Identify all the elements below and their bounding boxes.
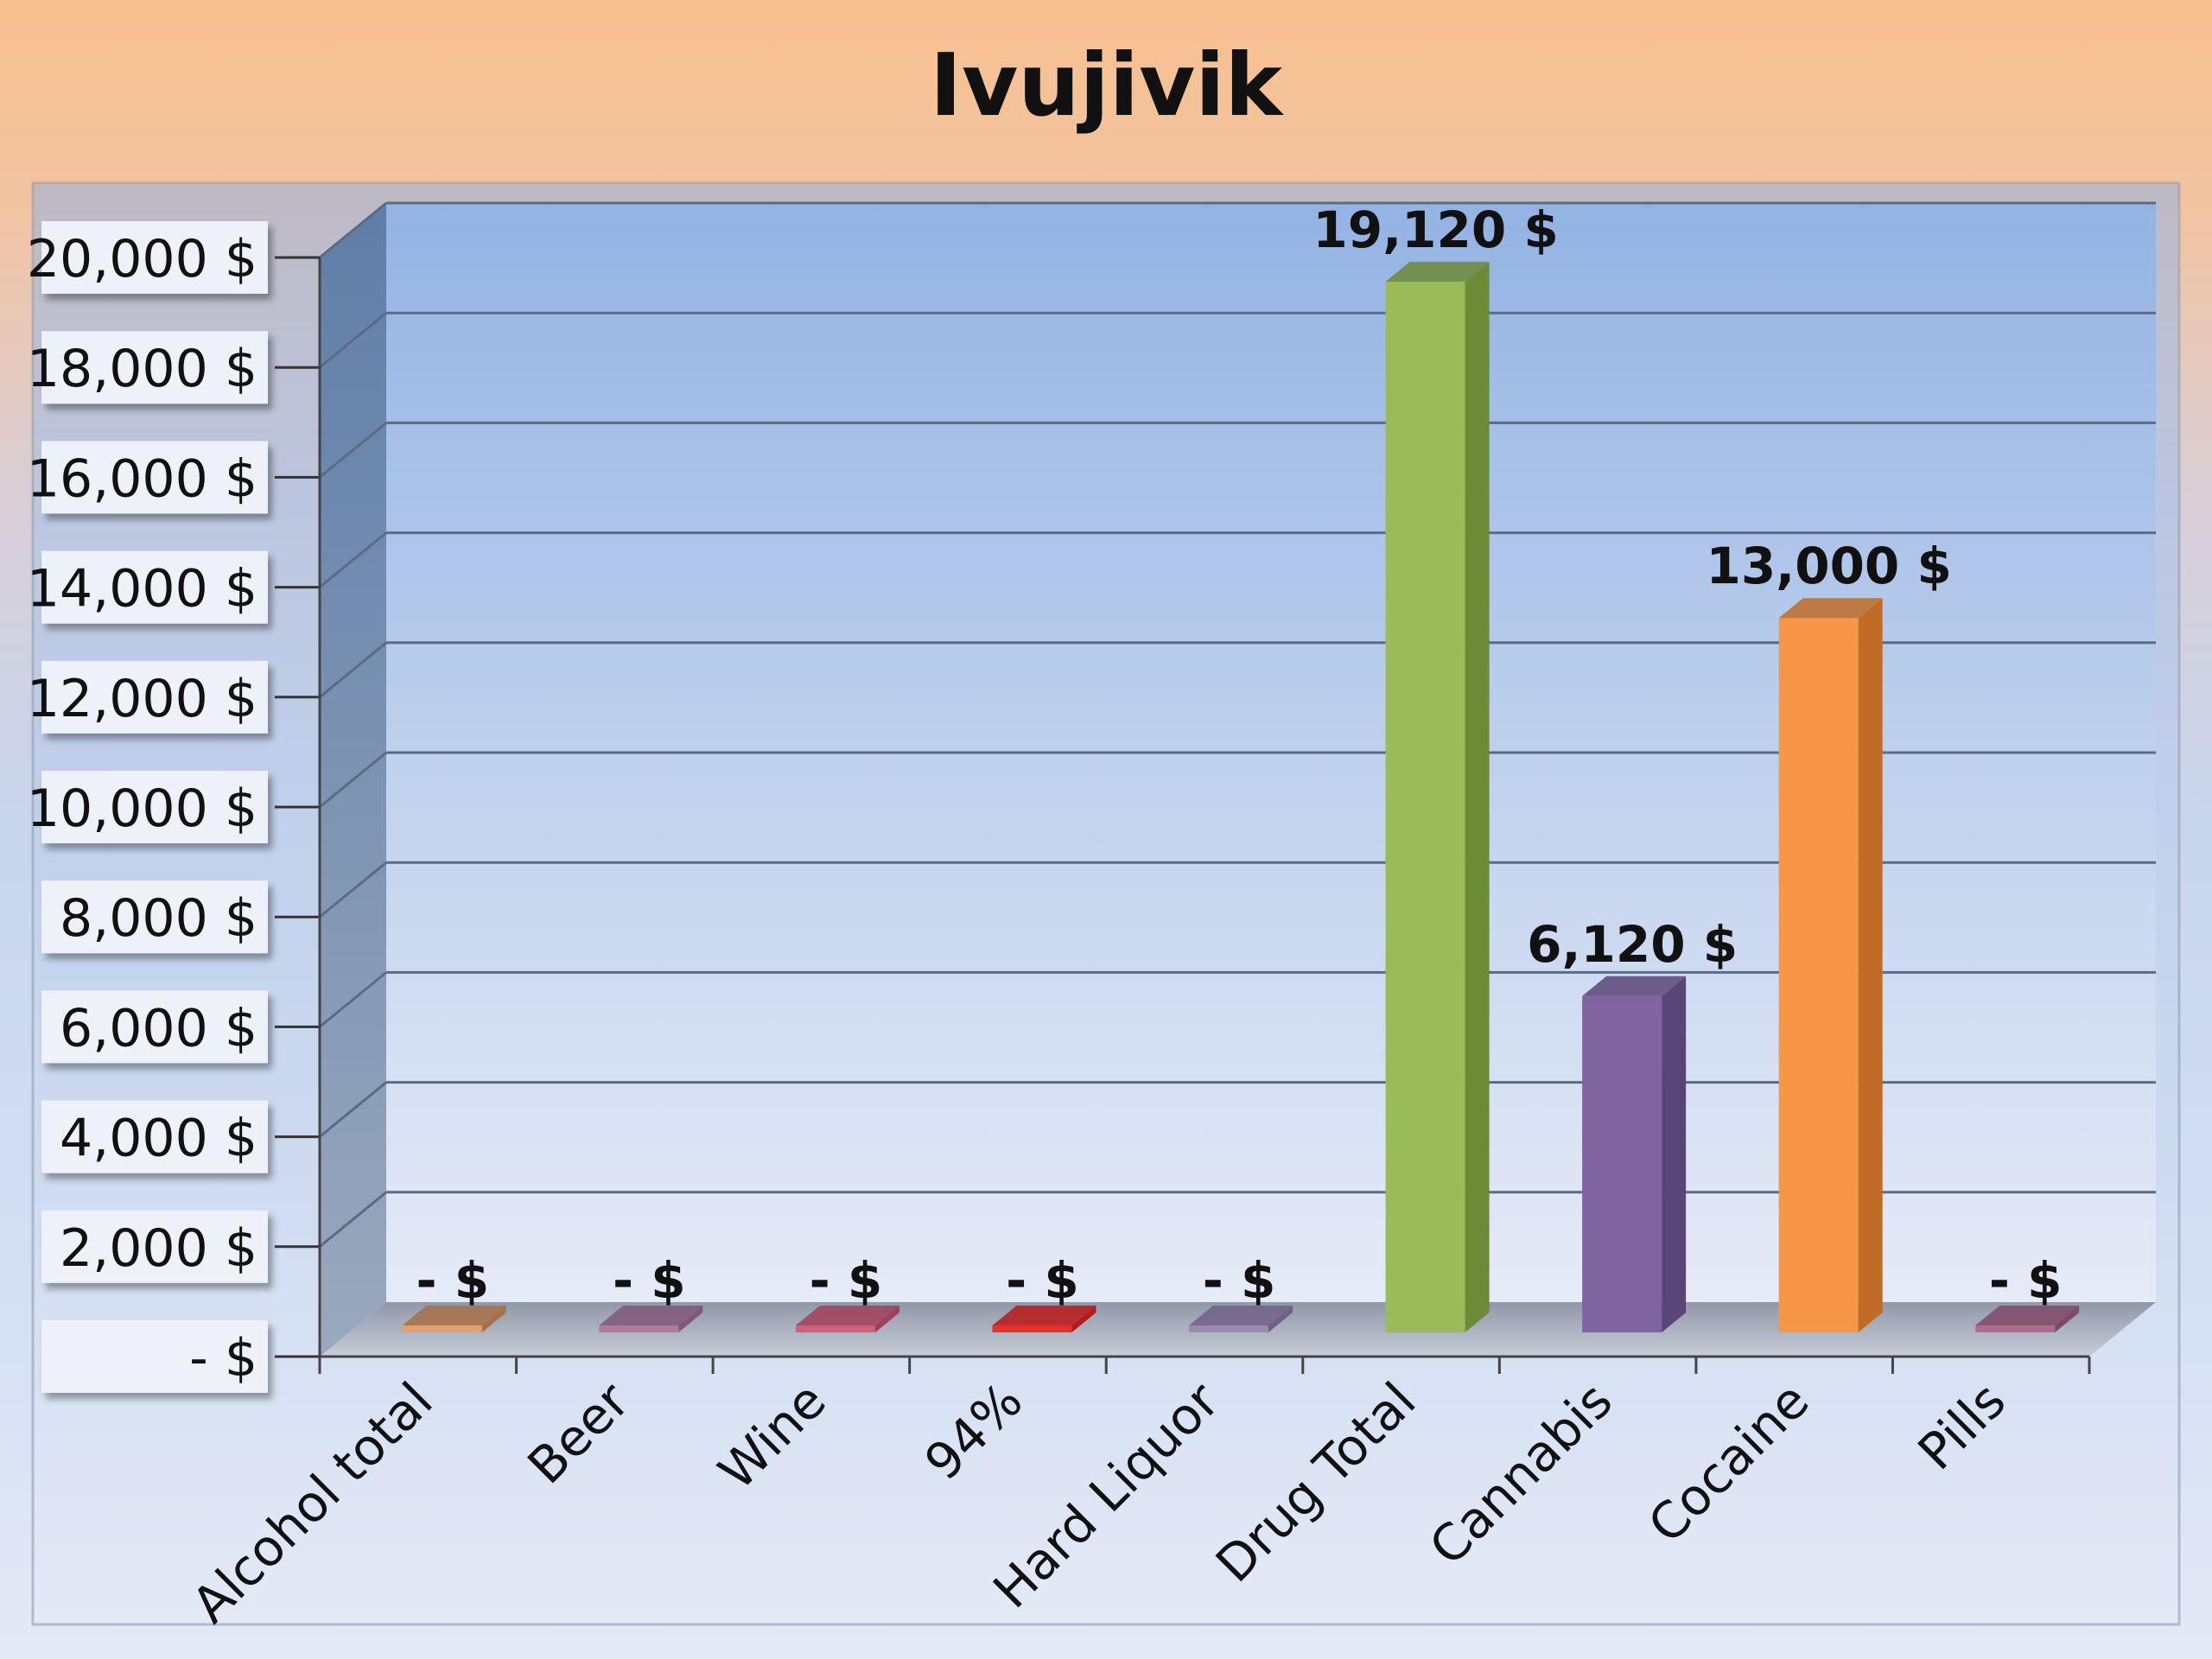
bar-top bbox=[1189, 1306, 1293, 1325]
ytick-label: - $ bbox=[189, 1328, 257, 1389]
data-label: 19,120 $ bbox=[1313, 200, 1558, 259]
bar bbox=[1385, 281, 1465, 1332]
data-label: - $ bbox=[613, 1251, 686, 1310]
gridline-side bbox=[319, 971, 387, 1028]
bar-top bbox=[402, 1306, 506, 1325]
gridline-side bbox=[319, 861, 387, 918]
bar bbox=[599, 1325, 679, 1332]
chart-title: Ivujivik bbox=[929, 35, 1283, 136]
ytick-label: 8,000 $ bbox=[60, 888, 257, 949]
bar-top bbox=[1385, 261, 1490, 282]
data-label: - $ bbox=[1989, 1251, 2063, 1310]
bar bbox=[795, 1325, 875, 1332]
bar-side bbox=[1268, 1306, 1293, 1332]
bar bbox=[1778, 618, 1859, 1332]
gridline-side bbox=[319, 1191, 387, 1248]
ytick-box bbox=[41, 990, 268, 1064]
gridline-side bbox=[319, 1081, 387, 1138]
gridline-side bbox=[319, 531, 387, 588]
ytick-label: 2,000 $ bbox=[60, 1218, 257, 1279]
ytick-label: 14,000 $ bbox=[27, 559, 257, 620]
bar-top bbox=[1778, 598, 1883, 619]
ytick-box bbox=[41, 441, 268, 514]
gridline-side bbox=[319, 201, 387, 259]
gridline-side bbox=[319, 751, 387, 809]
data-label: - $ bbox=[416, 1251, 489, 1310]
bar bbox=[402, 1325, 482, 1332]
bar bbox=[1582, 995, 1662, 1332]
ytick-box bbox=[41, 550, 268, 624]
bar-side bbox=[678, 1306, 703, 1332]
bar bbox=[1975, 1325, 2056, 1332]
bar-side bbox=[1662, 976, 1687, 1332]
ytick-box bbox=[41, 771, 268, 843]
ytick-box bbox=[41, 660, 268, 734]
bar-top bbox=[1975, 1306, 2080, 1325]
data-label: 6,120 $ bbox=[1527, 915, 1738, 974]
ytick-label: 20,000 $ bbox=[27, 229, 257, 289]
bar-side bbox=[874, 1306, 899, 1332]
bar-side bbox=[2055, 1306, 2080, 1332]
ytick-label: 16,000 $ bbox=[27, 448, 257, 509]
ytick-box bbox=[41, 331, 268, 404]
ytick-box bbox=[41, 1210, 268, 1283]
bar-top bbox=[795, 1306, 899, 1325]
gridline-side bbox=[319, 422, 387, 479]
data-label: - $ bbox=[810, 1251, 883, 1310]
data-label: - $ bbox=[1203, 1251, 1276, 1310]
ytick-label: 18,000 $ bbox=[27, 339, 257, 399]
bar bbox=[1189, 1325, 1268, 1332]
bar-top bbox=[992, 1306, 1096, 1325]
bar bbox=[992, 1325, 1072, 1332]
ytick-label: 12,000 $ bbox=[27, 669, 257, 729]
data-label: - $ bbox=[1006, 1251, 1079, 1310]
bar-side bbox=[1465, 261, 1490, 1332]
ytick-box bbox=[41, 221, 268, 294]
ytick-box bbox=[41, 1320, 268, 1393]
gridline-side bbox=[319, 312, 387, 369]
bar-side bbox=[1858, 598, 1883, 1332]
bar-top bbox=[1582, 976, 1687, 996]
bar-top bbox=[599, 1306, 703, 1325]
bar-side bbox=[481, 1306, 506, 1332]
ytick-box bbox=[41, 880, 268, 954]
ytick-label: 10,000 $ bbox=[27, 779, 257, 839]
ytick-box bbox=[41, 1100, 268, 1173]
ytick-label: 4,000 $ bbox=[60, 1109, 257, 1169]
ytick-label: 6,000 $ bbox=[60, 998, 257, 1058]
data-label: 13,000 $ bbox=[1706, 537, 1951, 595]
gridline-side bbox=[319, 641, 387, 698]
bar-side bbox=[1071, 1306, 1096, 1332]
